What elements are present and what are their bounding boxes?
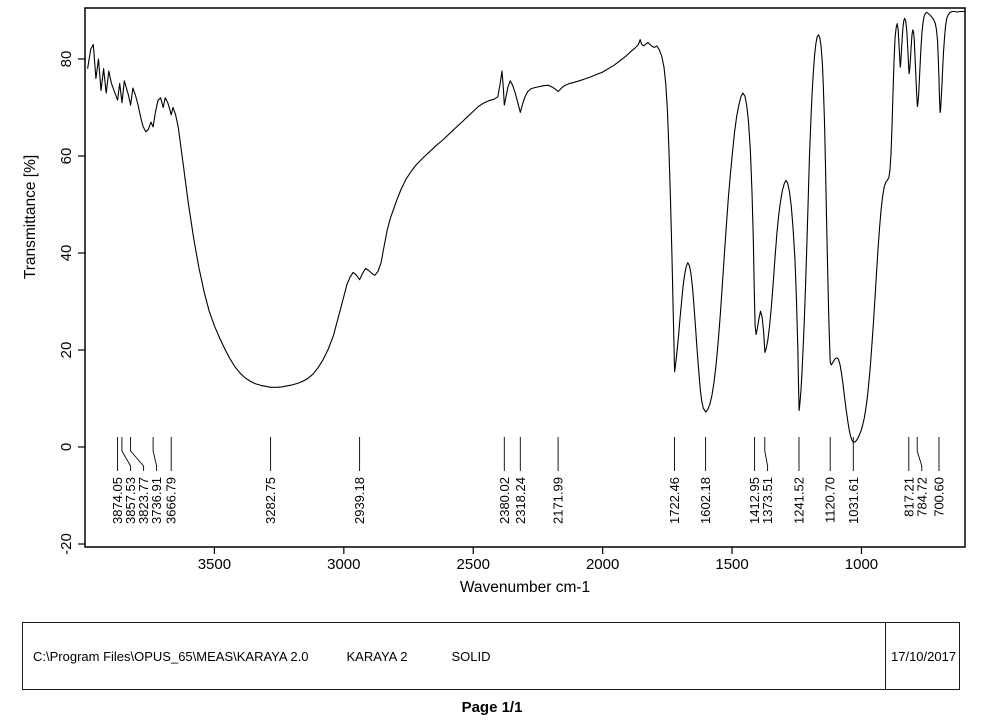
peak-label: 1241.52 <box>791 477 806 524</box>
peak-label: 1412.95 <box>747 477 762 524</box>
peak-label: 1602.18 <box>698 477 713 524</box>
peak-label: 3736.91 <box>149 477 164 524</box>
peak-label: 2939.18 <box>352 477 367 524</box>
y-tick-label: 60 <box>58 148 75 165</box>
peak-label: 1722.46 <box>667 477 682 524</box>
measurement-info: C:\Program Files\OPUS_65\MEAS\KARAYA 2.0… <box>23 623 885 689</box>
x-tick-label: 2500 <box>457 556 490 573</box>
x-axis-ticks: 3500 3000 2500 2000 1500 1000 <box>198 547 878 573</box>
peak-label: 2318.24 <box>513 477 528 524</box>
peak-marker-line <box>152 437 158 471</box>
y-axis-ticks: 80 60 40 20 0 -20 <box>58 51 85 555</box>
peak-marker-line <box>130 437 145 471</box>
page-number: Page 1/1 <box>461 699 523 716</box>
peak-marker-line <box>121 437 132 471</box>
plot-frame <box>84 7 966 548</box>
peak-label: 817.21 <box>901 477 916 517</box>
y-tick-label: -20 <box>58 533 75 555</box>
y-tick-label: 0 <box>58 443 75 451</box>
peak-label: 1031.61 <box>846 477 861 524</box>
peak-label: 2171.99 <box>551 477 566 524</box>
peak-label: 1373.51 <box>760 477 775 524</box>
peak-label: 1120.70 <box>823 477 838 523</box>
peak-label: 784.72 <box>914 477 929 517</box>
y-axis-title: Transmittance [%] <box>22 155 39 279</box>
peak-label: 3874.05 <box>110 477 125 524</box>
file-path: C:\Program Files\OPUS_65\MEAS\KARAYA 2.0 <box>33 648 309 664</box>
peak-label: 3823.77 <box>136 477 151 524</box>
x-tick-label: 3000 <box>327 556 360 573</box>
y-tick-label: 40 <box>58 245 75 262</box>
peak-label: 700.60 <box>931 477 946 517</box>
peak-marker-line <box>916 437 923 471</box>
spectrum-curve <box>87 10 965 443</box>
x-axis-title: Wavenumber cm-1 <box>460 579 590 596</box>
x-tick-label: 1000 <box>845 556 878 573</box>
x-tick-label: 2000 <box>586 556 619 573</box>
x-tick-label: 1500 <box>715 556 748 573</box>
peak-label: 3857.53 <box>123 477 138 524</box>
measurement-date: 17/10/2017 <box>885 623 959 689</box>
peak-label: 2380.02 <box>497 477 512 524</box>
peak-label: 3282.75 <box>263 477 278 524</box>
x-tick-label: 3500 <box>198 556 231 573</box>
peak-label: 3666.79 <box>164 477 179 524</box>
sample-form: SOLID <box>451 648 491 664</box>
sample-name: KARAYA 2 <box>346 648 408 664</box>
y-tick-label: 80 <box>58 51 75 68</box>
measurement-info-box: C:\Program Files\OPUS_65\MEAS\KARAYA 2.0… <box>22 622 960 690</box>
peak-marker-line <box>764 437 769 471</box>
y-tick-label: 20 <box>58 342 75 359</box>
ir-spectrum-chart: 80 60 40 20 0 -20 3500 3000 2500 2000 1500 1000 Tran… <box>22 7 966 596</box>
